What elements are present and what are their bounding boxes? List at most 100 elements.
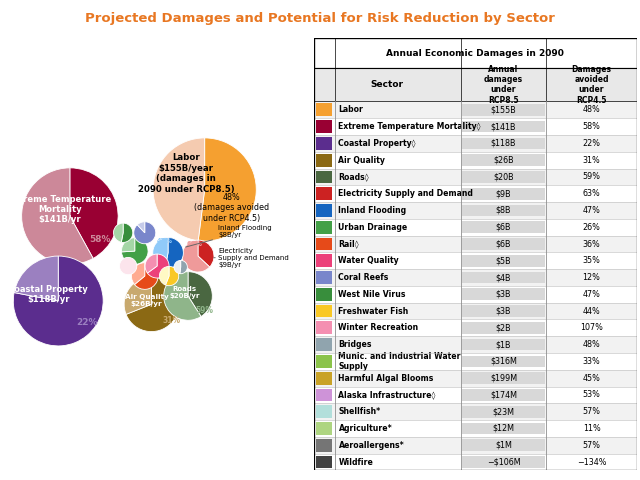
Bar <box>314 370 637 386</box>
Text: Coastal Property
$118B/yr: Coastal Property $118B/yr <box>8 285 88 304</box>
Wedge shape <box>182 240 210 272</box>
Bar <box>462 422 545 434</box>
Text: Sector: Sector <box>371 80 404 89</box>
Text: $8B: $8B <box>496 206 511 215</box>
Wedge shape <box>188 272 212 316</box>
Text: 22%: 22% <box>76 318 97 327</box>
Text: 107%: 107% <box>580 324 603 332</box>
Text: $26B: $26B <box>493 156 514 165</box>
Bar <box>462 339 545 350</box>
Text: Winter Recreation: Winter Recreation <box>339 324 419 332</box>
Text: Urban Drainage: Urban Drainage <box>339 223 408 232</box>
Bar <box>462 456 545 468</box>
Bar <box>316 104 332 116</box>
Text: Extreme Temperature
Mortality
$141B/yr: Extreme Temperature Mortality $141B/yr <box>8 194 111 224</box>
Bar <box>314 303 637 320</box>
Wedge shape <box>124 277 152 314</box>
Text: 11%: 11% <box>582 424 600 433</box>
Text: 22%: 22% <box>582 139 600 148</box>
Bar <box>314 336 637 353</box>
Text: 58%: 58% <box>89 235 111 244</box>
Text: $12M: $12M <box>493 424 515 433</box>
Text: $4B: $4B <box>496 273 511 282</box>
Bar <box>314 420 637 437</box>
Bar <box>462 439 545 451</box>
Bar <box>462 221 545 233</box>
Text: 26%: 26% <box>582 223 600 232</box>
Bar <box>462 372 545 384</box>
Text: 33%: 33% <box>582 357 600 366</box>
Text: 57%: 57% <box>582 407 600 416</box>
Wedge shape <box>120 257 137 275</box>
Text: $9B: $9B <box>495 189 511 198</box>
Bar <box>316 305 332 317</box>
Text: Annual Economic Damages in 2090: Annual Economic Damages in 2090 <box>387 48 564 58</box>
Bar <box>316 221 332 234</box>
Text: 48%: 48% <box>582 105 600 114</box>
Text: $3B: $3B <box>496 307 511 315</box>
Text: $6B: $6B <box>496 223 511 232</box>
Wedge shape <box>166 266 179 286</box>
Bar <box>316 372 332 384</box>
Text: 36%: 36% <box>582 240 600 249</box>
Bar <box>462 389 545 401</box>
Text: Electricity Supply and Demand: Electricity Supply and Demand <box>339 189 474 198</box>
Wedge shape <box>198 138 256 241</box>
Bar <box>314 252 637 269</box>
Text: Water Quality: Water Quality <box>339 256 399 265</box>
Text: 48%
(damages avoided
under RCP4.5): 48% (damages avoided under RCP4.5) <box>194 193 269 223</box>
Text: Electricity
Supply and Demand
$9B/yr: Electricity Supply and Demand $9B/yr <box>214 248 289 268</box>
Wedge shape <box>134 263 158 289</box>
Text: $155B: $155B <box>491 105 516 114</box>
Text: Coastal Property◊: Coastal Property◊ <box>339 139 416 148</box>
Bar <box>314 202 637 219</box>
Text: 58%: 58% <box>582 122 600 131</box>
Bar <box>314 437 637 454</box>
Text: Inland Flooding: Inland Flooding <box>339 206 406 215</box>
Text: $23M: $23M <box>493 407 515 416</box>
Wedge shape <box>22 168 93 264</box>
Bar <box>314 135 637 152</box>
Text: Bridges: Bridges <box>339 340 372 349</box>
Text: $20B: $20B <box>493 172 514 181</box>
Wedge shape <box>159 266 169 285</box>
Bar <box>314 353 637 370</box>
Bar <box>462 104 545 116</box>
Bar <box>316 154 332 167</box>
Bar <box>462 272 545 283</box>
Bar <box>316 238 332 251</box>
Wedge shape <box>131 263 145 285</box>
Text: Projected Damages and Potential for Risk Reduction by Sector: Projected Damages and Potential for Risk… <box>85 12 555 25</box>
Text: −$106M: −$106M <box>486 457 520 467</box>
Text: Labor: Labor <box>339 105 364 114</box>
Text: $118B: $118B <box>491 139 516 148</box>
Wedge shape <box>165 238 184 268</box>
Text: $141B: $141B <box>491 122 516 131</box>
Text: Alaska Infrastructure◊: Alaska Infrastructure◊ <box>339 390 436 399</box>
Text: Shellfish*: Shellfish* <box>339 407 381 416</box>
Text: 63%: 63% <box>582 189 600 198</box>
Bar <box>316 170 332 183</box>
Text: Labor
$155B/year
(damages in
2090 under RCP8.5): Labor $155B/year (damages in 2090 under … <box>138 154 235 193</box>
Bar <box>462 406 545 418</box>
Text: −134%: −134% <box>577 457 606 467</box>
Text: Annual
damages
under
RCP8.5: Annual damages under RCP8.5 <box>484 64 523 105</box>
Text: 44%: 44% <box>582 307 600 315</box>
Wedge shape <box>126 277 179 332</box>
Bar <box>314 236 637 252</box>
Bar <box>462 138 545 149</box>
Wedge shape <box>147 254 169 278</box>
Bar <box>316 120 332 133</box>
Text: 57%: 57% <box>582 441 600 450</box>
Bar <box>314 320 637 336</box>
Text: Damages
avoided
under
RCP4.5: Damages avoided under RCP4.5 <box>572 64 612 105</box>
Bar <box>462 188 545 200</box>
Text: 47%: 47% <box>157 238 173 244</box>
Text: $2B: $2B <box>495 324 511 332</box>
Bar <box>462 356 545 367</box>
Text: Freshwater Fish: Freshwater Fish <box>339 307 409 315</box>
Wedge shape <box>164 272 201 320</box>
Wedge shape <box>153 138 205 240</box>
Text: Munic. and Industrial Water
Supply: Munic. and Industrial Water Supply <box>339 352 461 371</box>
Text: Air Quality: Air Quality <box>339 156 385 165</box>
